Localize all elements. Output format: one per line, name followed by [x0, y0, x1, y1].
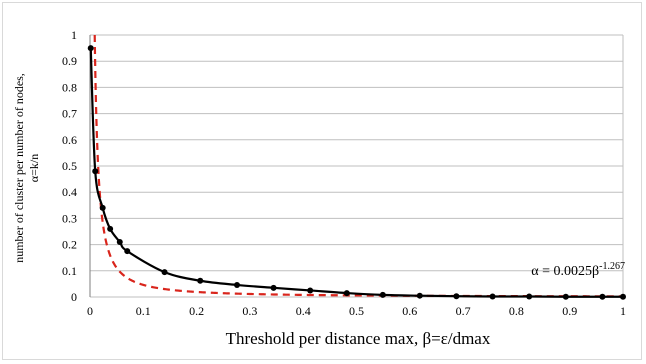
data-point [124, 248, 131, 255]
data-point [343, 290, 350, 297]
x-axis-title: Threshold per distance max, β=ε/dmax [226, 329, 491, 348]
x-tick-label: 0.4 [296, 304, 311, 318]
y-tick-label: 0.9 [62, 54, 77, 68]
data-point [562, 293, 569, 300]
data-point [107, 225, 114, 232]
y-tick-label: 0.8 [62, 80, 77, 94]
x-tick-label: 0.5 [349, 304, 364, 318]
x-tick-label: 0.2 [189, 304, 204, 318]
y-axis-title-line2: α=k/n [27, 154, 41, 182]
annotation-exponent: -1.267 [599, 261, 625, 272]
data-point [526, 293, 533, 300]
y-tick-label: 0.3 [62, 211, 77, 225]
y-tick-label: 0.6 [62, 133, 77, 147]
y-tick-label: 0.1 [62, 264, 77, 278]
data-point [489, 293, 496, 300]
data-point [99, 204, 106, 211]
y-tick-label: 0.2 [62, 238, 77, 252]
data-point [599, 293, 606, 300]
data-point [234, 281, 241, 288]
x-tick-label: 0.7 [456, 304, 471, 318]
x-tick-label: 0.6 [402, 304, 417, 318]
x-tick-label: 1 [620, 304, 626, 318]
annotation-text: α = 0.0025β [531, 264, 599, 279]
y-axis-title-line1: number of cluster per number of nodes, [12, 73, 26, 263]
chart-frame: 0 0.1 0.2 0.3 0.4 0.5 0.6 0.7 0.8 0.9 1 0 0.1 0.2 0.3… [2, 2, 642, 360]
data-point [307, 287, 314, 294]
data-point [197, 277, 204, 284]
annotation-formula: α = 0.0025β-1.267 [531, 261, 625, 279]
y-tick-labels: 0 0.1 0.2 0.3 0.4 0.5 0.6 0.7 0.8 0.9 1 [62, 28, 77, 304]
y-tick-label: 0.5 [62, 159, 77, 173]
data-point [161, 269, 168, 276]
x-tick-label: 0.8 [509, 304, 524, 318]
data-point [379, 291, 386, 298]
y-axis-title: number of cluster per number of nodes, α… [12, 73, 41, 263]
data-point [416, 292, 423, 299]
x-tick-labels: 0 0.1 0.2 0.3 0.4 0.5 0.6 0.7 0.8 0.9 1 [87, 304, 626, 318]
data-point [116, 238, 123, 245]
data-series [87, 45, 626, 300]
data-point [620, 293, 626, 300]
data-point [453, 293, 460, 300]
x-tick-label: 0 [87, 304, 93, 318]
data-line [89, 48, 623, 298]
x-tick-label: 0.9 [562, 304, 577, 318]
y-tick-label: 1 [71, 28, 77, 42]
y-tick-label: 0.4 [62, 185, 77, 199]
chart-svg: 0 0.1 0.2 0.3 0.4 0.5 0.6 0.7 0.8 0.9 1 0 0.1 0.2 0.3… [12, 28, 626, 348]
data-point [87, 45, 94, 52]
data-point [92, 168, 99, 175]
x-tick-label: 0.1 [136, 304, 151, 318]
y-tick-label: 0.7 [62, 107, 77, 121]
y-tick-label: 0 [71, 290, 77, 304]
gridlines [89, 34, 624, 298]
x-tick-label: 0.3 [242, 304, 257, 318]
data-point [270, 284, 277, 291]
